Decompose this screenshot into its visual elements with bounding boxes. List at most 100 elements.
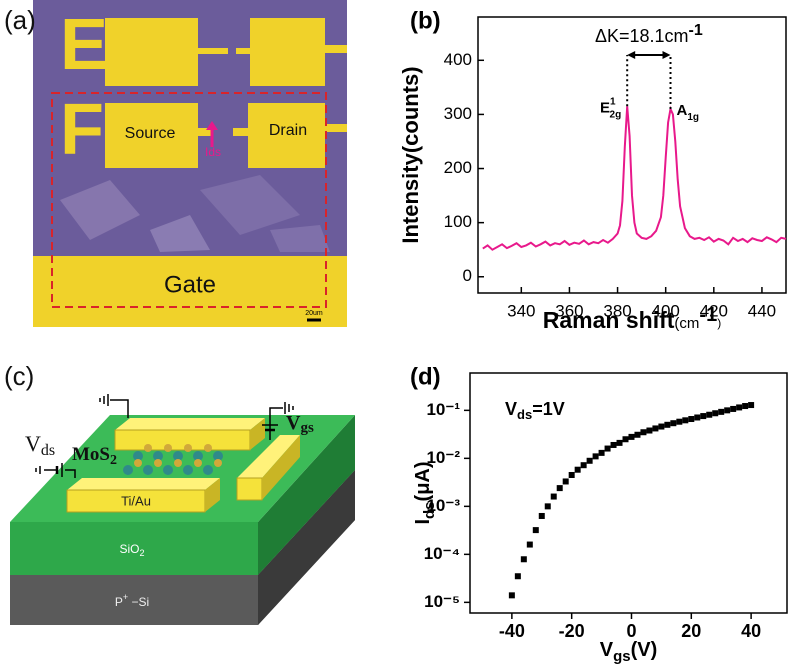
text: (cm [674, 315, 699, 332]
gate-top [237, 435, 300, 478]
data-point [742, 403, 749, 410]
subscript: ds [421, 501, 438, 519]
micrograph: E F Source Drain Ids Gate 20um (a) [4, 0, 347, 327]
letter: E [60, 5, 108, 85]
subscript: 2 [140, 548, 145, 558]
flake [60, 180, 140, 240]
plot-frame [477, 16, 787, 294]
electrode-side [250, 418, 265, 450]
y-tick-label: 10⁻⁴ [424, 544, 460, 563]
data-point [664, 421, 671, 428]
letter: F [60, 90, 104, 170]
text: SiO [119, 542, 139, 556]
data-point [682, 417, 689, 424]
gate-side [262, 435, 300, 500]
data-point [514, 573, 521, 580]
data-point [508, 592, 515, 599]
text: V [286, 412, 301, 434]
subscript: 2 [110, 453, 117, 468]
source-label: Source [125, 125, 176, 142]
electrode-side [205, 478, 220, 512]
data-point [724, 407, 731, 414]
text: −Si [128, 595, 149, 609]
text: V [25, 431, 41, 456]
wire [110, 399, 129, 418]
data-point [580, 462, 587, 469]
schematic: (c) Ti/Au [4, 361, 355, 625]
gate-electrode [236, 477, 263, 501]
contact-label: Ti/Au [121, 493, 151, 508]
peak-label: E1 2g [600, 96, 621, 120]
data-point [556, 485, 563, 492]
x-tick-label: 440 [748, 301, 776, 320]
data-point [592, 453, 599, 460]
pad [105, 18, 198, 86]
data-point [736, 404, 743, 411]
flake [150, 215, 210, 252]
annotation: Vds=1V [505, 399, 565, 423]
pad [233, 128, 248, 136]
data-point [634, 431, 641, 438]
y-axis-label: Ids(μA) [412, 461, 438, 524]
electrode-top [115, 418, 265, 430]
data-point [562, 478, 569, 485]
superscript: 1 [610, 96, 616, 107]
subscript: gs [613, 648, 631, 665]
data-point [640, 429, 647, 436]
data-point [520, 556, 527, 563]
x-tick-label: 400 [652, 301, 680, 320]
subscript: 2g [610, 109, 622, 120]
text: I [412, 519, 434, 525]
si-front [10, 575, 258, 625]
drain-pad [248, 103, 325, 168]
x-tick-label: 0 [626, 621, 636, 641]
data-point [544, 503, 551, 510]
text: ΔK=18.1cm [595, 26, 689, 46]
data-point [712, 410, 719, 417]
drain-label: Drain [269, 122, 307, 139]
spectrum-line [482, 105, 787, 251]
data-point [718, 408, 725, 415]
data-point [586, 457, 593, 464]
data-point [694, 414, 701, 421]
oxide-label: SiO2 [119, 542, 144, 558]
data-point [526, 541, 533, 548]
data-point [604, 445, 611, 452]
panel-label: (b) [410, 7, 441, 34]
arrowhead [627, 51, 636, 59]
data-point [646, 427, 653, 434]
x-tick-label: -40 [499, 621, 525, 641]
data-point [538, 512, 545, 519]
text: E [600, 99, 610, 116]
text: P [115, 595, 123, 609]
x-tick-label: 360 [555, 301, 583, 320]
data-point [622, 436, 629, 443]
data-point [730, 405, 737, 412]
plot-frame [469, 372, 788, 614]
subscript: 1g [687, 112, 699, 123]
data-point [658, 423, 665, 430]
mos2-lattice [123, 444, 223, 475]
current-arrowhead [206, 121, 218, 130]
oxide-side [258, 415, 355, 575]
annotation: ΔK=18.1cm-1 [595, 22, 703, 46]
wire [65, 469, 76, 478]
y-tick-label: 10⁻⁵ [424, 592, 460, 611]
text: V [600, 639, 614, 661]
mos2-label: MoS2 [72, 444, 117, 468]
si-side [258, 470, 355, 625]
superscript: -1 [689, 22, 703, 39]
electrode-top [67, 478, 220, 490]
data-point [676, 418, 683, 425]
y-tick-label: 400 [444, 50, 472, 69]
source-pad [105, 103, 198, 168]
text: MoS [72, 444, 110, 465]
panel-label: (a) [4, 5, 36, 35]
dashed-region [51, 92, 327, 308]
x-tick-label: 340 [507, 301, 535, 320]
y-tick-label: 10⁻³ [426, 496, 460, 515]
data-point [706, 411, 713, 418]
y-axis-label: Intensity(counts) [398, 66, 423, 243]
x-axis-label: Raman shift(cm-1) [543, 304, 721, 333]
